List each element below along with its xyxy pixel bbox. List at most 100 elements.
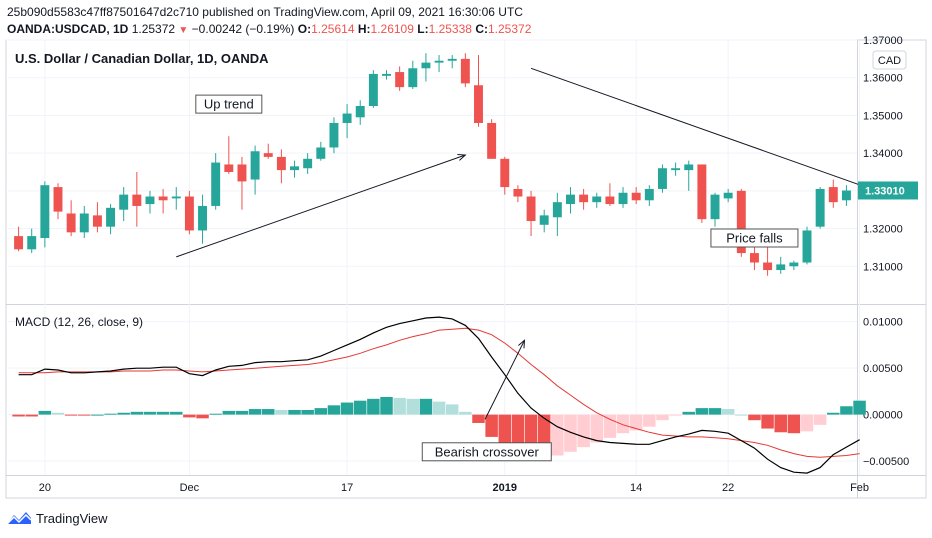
macd-histogram-bar xyxy=(419,398,433,415)
candle-body xyxy=(500,158,510,188)
candle-body xyxy=(53,187,63,212)
candle-body xyxy=(434,60,444,63)
time-tick-label: 20 xyxy=(39,482,51,494)
macd-histogram-bar xyxy=(590,414,603,443)
candle-body xyxy=(710,194,720,220)
candle-body xyxy=(697,164,707,220)
candle-body xyxy=(763,262,773,271)
time-tick-label: 14 xyxy=(630,482,642,494)
time-tick-label: Dec xyxy=(180,482,200,494)
time-tick-label: 22 xyxy=(722,482,734,494)
candle-body xyxy=(447,58,457,61)
macd-histogram-bar xyxy=(695,408,709,415)
candle-body xyxy=(158,196,168,201)
candle-body xyxy=(789,262,799,267)
open-label: O: xyxy=(297,22,312,36)
high-label: H: xyxy=(357,22,371,36)
macd-histogram-bar xyxy=(38,410,52,415)
candle-body xyxy=(408,68,418,88)
macd-line xyxy=(18,316,860,474)
macd-histogram-bar xyxy=(143,411,157,415)
candle-body xyxy=(657,168,667,189)
candle-body xyxy=(526,196,536,222)
macd-histogram-bar xyxy=(669,414,682,416)
macd-histogram-bar xyxy=(813,414,827,425)
candle-body xyxy=(79,213,89,233)
svg-text:Bearish crossover: Bearish crossover xyxy=(435,444,540,459)
macd-histogram-bar xyxy=(853,400,866,415)
macd-histogram-bar xyxy=(12,414,25,417)
candle-body xyxy=(316,147,326,159)
trend-arrow-2 xyxy=(530,67,893,197)
macd-histogram-bar xyxy=(327,405,341,415)
candle-body xyxy=(802,230,812,263)
macd-histogram-bar xyxy=(432,401,446,415)
tradingview-logo-icon xyxy=(6,512,32,525)
macd-histogram-bar xyxy=(629,414,643,431)
macd-histogram-bar xyxy=(708,408,722,415)
candle-body xyxy=(421,62,431,69)
macd-tick-label: 0.00000 xyxy=(863,410,903,422)
candle-body xyxy=(132,194,142,206)
macd-histogram-bar xyxy=(104,413,117,415)
macd-histogram-bar xyxy=(721,409,735,415)
candle-body xyxy=(539,215,549,225)
macd-histogram-bar xyxy=(353,400,367,415)
candle-body xyxy=(119,194,129,210)
crossover-arrow xyxy=(484,340,525,420)
candle-body xyxy=(368,73,378,106)
candle-body xyxy=(224,164,234,172)
candle-body xyxy=(815,188,825,227)
trend-arrow-1 xyxy=(176,154,466,258)
candle-body xyxy=(198,205,208,231)
trend-arrow-1-head xyxy=(457,154,467,161)
macd-histogram-bar xyxy=(117,412,130,415)
publish-info: 25b090d5583c47ff87501647d2c710 published… xyxy=(7,5,523,19)
svg-text:Price falls: Price falls xyxy=(726,231,783,246)
price-pane-title: U.S. Dollar / Canadian Dollar, 1D, OANDA xyxy=(15,51,269,66)
candle-body xyxy=(92,215,102,227)
macd-histogram-bar xyxy=(761,414,774,429)
macd-tick-label: 0.00500 xyxy=(863,363,903,375)
symbol: OANDA:USDCAD, 1D xyxy=(7,22,129,36)
macd-histogram-bar xyxy=(682,411,695,415)
high-value: 1.26109 xyxy=(370,22,414,36)
candle-body xyxy=(579,194,589,203)
macd-histogram-bar xyxy=(78,414,91,416)
macd-histogram-bar xyxy=(485,414,498,437)
candle-body xyxy=(592,196,602,203)
macd-histogram-bar xyxy=(393,397,406,415)
candle-body xyxy=(303,158,313,169)
macd-histogram-bar xyxy=(800,414,814,432)
candle-body xyxy=(736,190,746,254)
macd-histogram-bar xyxy=(656,414,669,421)
macd-signal-line xyxy=(18,327,860,458)
macd-tick-label: 0.01000 xyxy=(863,317,903,329)
macd-histogram-bar xyxy=(314,408,328,415)
candle-body xyxy=(237,164,247,182)
macd-histogram-bar xyxy=(498,414,512,447)
candle-body xyxy=(487,122,497,159)
macd-histogram-bar xyxy=(235,410,249,415)
macd-histogram-bar xyxy=(827,412,840,415)
price-tick-label: 1.31000 xyxy=(863,261,903,273)
price-change: −0.00242 (−0.19%) xyxy=(191,22,295,36)
candle-body xyxy=(749,253,759,263)
candle-body xyxy=(382,73,391,76)
candle-body xyxy=(14,236,24,250)
crossover-arrow-head xyxy=(518,339,526,349)
change-down-icon: ▼ xyxy=(178,25,189,36)
candle-body xyxy=(145,196,155,205)
macd-histogram-bar xyxy=(787,414,801,434)
macd-histogram-bar xyxy=(156,411,170,415)
macd-tick-label: −0.00500 xyxy=(863,456,909,468)
candle-body xyxy=(460,58,470,84)
macd-histogram-bar xyxy=(445,404,459,415)
last-price-badge xyxy=(858,181,918,200)
candle-body xyxy=(276,156,286,171)
last-price-label: 1.33010 xyxy=(865,185,905,197)
macd-histogram-bar xyxy=(406,398,420,415)
macd-histogram-bar xyxy=(183,414,196,418)
candle-body xyxy=(250,151,260,180)
